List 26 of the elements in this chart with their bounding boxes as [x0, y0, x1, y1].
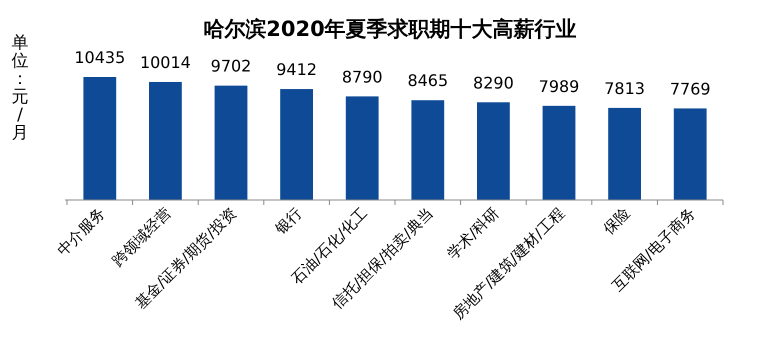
x-tick-label: 学术/科研 — [443, 204, 502, 263]
bar — [214, 86, 248, 200]
data-label: 8790 — [342, 67, 383, 86]
data-label: 7769 — [670, 79, 711, 98]
data-label: 10435 — [74, 48, 126, 67]
data-label: 9702 — [210, 56, 252, 76]
data-label: 10014 — [140, 52, 191, 72]
bar — [280, 89, 313, 200]
x-tick-label: 银行 — [270, 204, 306, 239]
x-tick-label: 中介服务 — [53, 204, 109, 260]
bar — [149, 82, 182, 200]
x-tick-label: 保险 — [599, 204, 634, 238]
data-label: 8465 — [407, 71, 448, 90]
bar — [477, 102, 510, 200]
bar — [608, 108, 641, 200]
data-label: 7989 — [538, 76, 580, 96]
bar — [83, 77, 116, 200]
y-axis-title: 单位：元/月 — [12, 33, 28, 143]
bar — [346, 96, 379, 200]
data-label: 7813 — [604, 78, 645, 98]
bar — [411, 100, 444, 200]
bar — [542, 106, 576, 200]
bar — [674, 108, 707, 200]
data-label: 9412 — [276, 60, 317, 80]
data-label: 8290 — [473, 73, 514, 92]
chart-title: 哈尔滨2020年夏季求职期十大高薪行业 — [203, 17, 577, 41]
